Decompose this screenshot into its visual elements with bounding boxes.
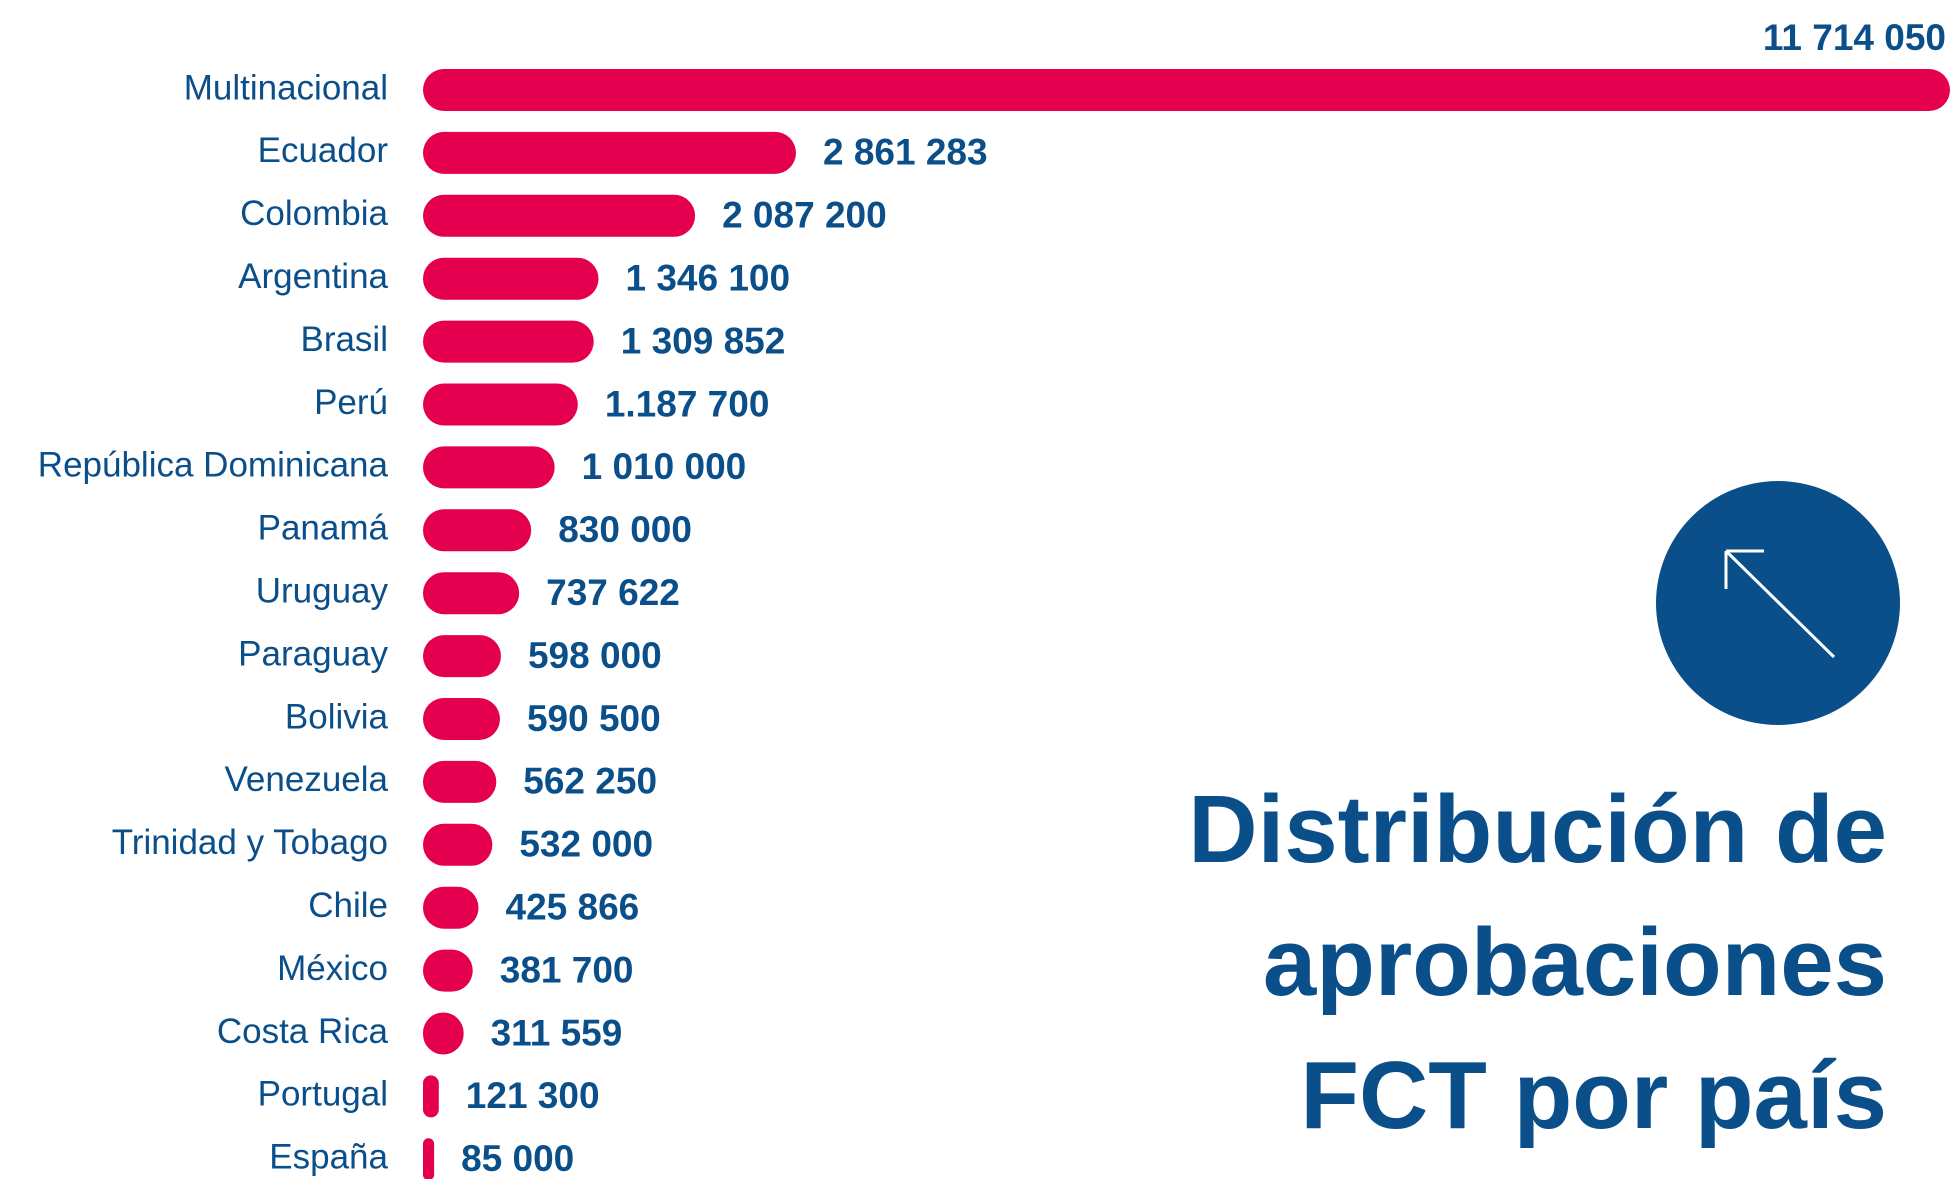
category-label: Perú xyxy=(314,383,388,422)
category-label: Panamá xyxy=(258,509,389,548)
value-label: 311 559 xyxy=(491,1012,623,1053)
bar xyxy=(423,760,497,803)
bar xyxy=(423,698,500,740)
arrow-icon xyxy=(1724,549,1836,659)
bar xyxy=(423,131,796,174)
bar xyxy=(423,572,520,615)
category-label: Costa Rica xyxy=(217,1012,389,1051)
category-label: Multinacional xyxy=(184,68,388,107)
category-label: Paraguay xyxy=(238,634,388,673)
value-label: 737 622 xyxy=(546,572,680,613)
value-label: 2 861 283 xyxy=(823,132,988,173)
value-label: 590 500 xyxy=(527,698,661,739)
bar xyxy=(423,1012,464,1055)
value-label: 532 000 xyxy=(519,824,653,865)
bar xyxy=(423,509,532,552)
category-label: Trinidad y Tobago xyxy=(112,823,388,862)
bar xyxy=(423,886,479,929)
category-label: Uruguay xyxy=(256,571,389,610)
category-label: Bolivia xyxy=(285,697,389,736)
value-label: 1 309 852 xyxy=(621,320,786,361)
value-label: 11 714 050 xyxy=(1763,17,1946,58)
category-label: Chile xyxy=(308,886,388,925)
category-label: Colombia xyxy=(240,194,388,233)
category-label: Brasil xyxy=(300,320,388,359)
value-label: 1 346 100 xyxy=(625,257,790,298)
value-label: 598 000 xyxy=(528,635,662,676)
category-label: Portugal xyxy=(258,1075,388,1114)
value-label: 562 250 xyxy=(523,761,657,802)
bar xyxy=(423,257,599,300)
bar xyxy=(423,635,501,678)
category-label: Ecuador xyxy=(258,131,389,170)
bar xyxy=(423,320,594,363)
value-label: 381 700 xyxy=(500,949,634,990)
bar xyxy=(423,1138,435,1179)
bar xyxy=(423,383,578,426)
value-label: 425 866 xyxy=(506,886,640,927)
value-label: 121 300 xyxy=(466,1075,600,1116)
category-label: México xyxy=(277,949,388,988)
category-label: República Dominicana xyxy=(38,446,389,485)
value-label: 2 087 200 xyxy=(722,195,887,236)
value-label: 85 000 xyxy=(461,1138,574,1179)
chart-title: Distribución de aprobaciones FCT por paí… xyxy=(1188,776,1887,1149)
value-label: 1.187 700 xyxy=(605,383,770,424)
value-label: 830 000 xyxy=(558,509,692,550)
bar xyxy=(423,823,493,866)
bar xyxy=(423,446,555,489)
bar xyxy=(423,949,473,992)
bar xyxy=(423,1075,439,1118)
value-label: 1 010 000 xyxy=(582,446,747,487)
category-label: Argentina xyxy=(238,257,388,296)
category-label: España xyxy=(269,1138,388,1177)
bar xyxy=(423,69,1950,111)
category-label: Venezuela xyxy=(225,760,389,799)
bar xyxy=(423,194,696,237)
